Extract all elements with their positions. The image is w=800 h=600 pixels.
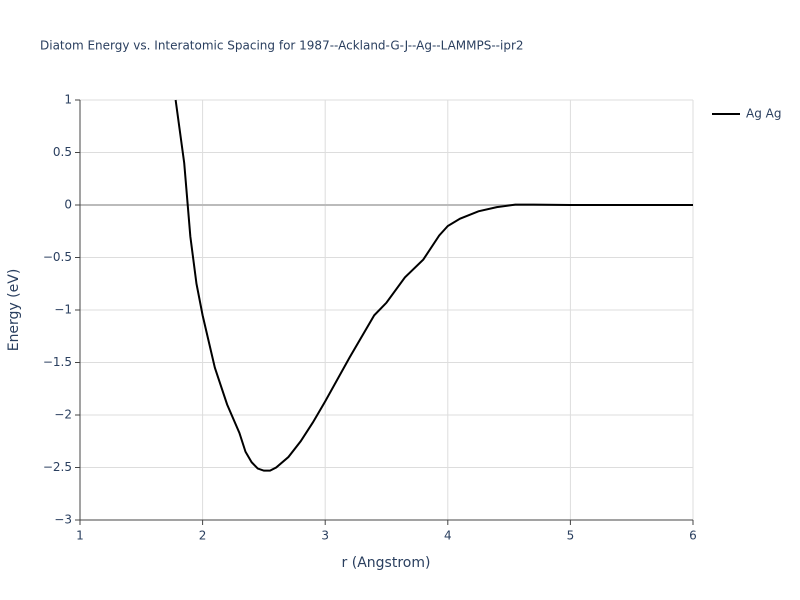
y-tick-label: 0 — [64, 198, 72, 212]
x-tick-label: 4 — [444, 529, 452, 543]
y-tick-label: −3 — [54, 513, 72, 527]
y-tick-label: −2.5 — [43, 460, 72, 474]
y-tick-label: 1 — [64, 93, 72, 107]
y-tick-label: −1.5 — [43, 355, 72, 369]
chart-title: Diatom Energy vs. Interatomic Spacing fo… — [40, 39, 524, 53]
x-axis-label: r (Angstrom) — [342, 555, 431, 571]
x-tick-label: 2 — [199, 529, 207, 543]
y-tick-label: −0.5 — [43, 250, 72, 264]
legend-label: Ag Ag — [746, 107, 781, 121]
x-tick-label: 1 — [76, 529, 84, 543]
data-line — [174, 99, 693, 472]
y-tick-label: 0.5 — [53, 145, 72, 159]
y-axis-label: Energy (eV) — [6, 269, 22, 352]
y-tick-label: −1 — [54, 303, 72, 317]
y-tick-label: −2 — [54, 408, 72, 422]
x-tick-label: 3 — [321, 529, 329, 543]
x-tick-label: 6 — [689, 529, 697, 543]
x-tick-label: 5 — [567, 529, 575, 543]
